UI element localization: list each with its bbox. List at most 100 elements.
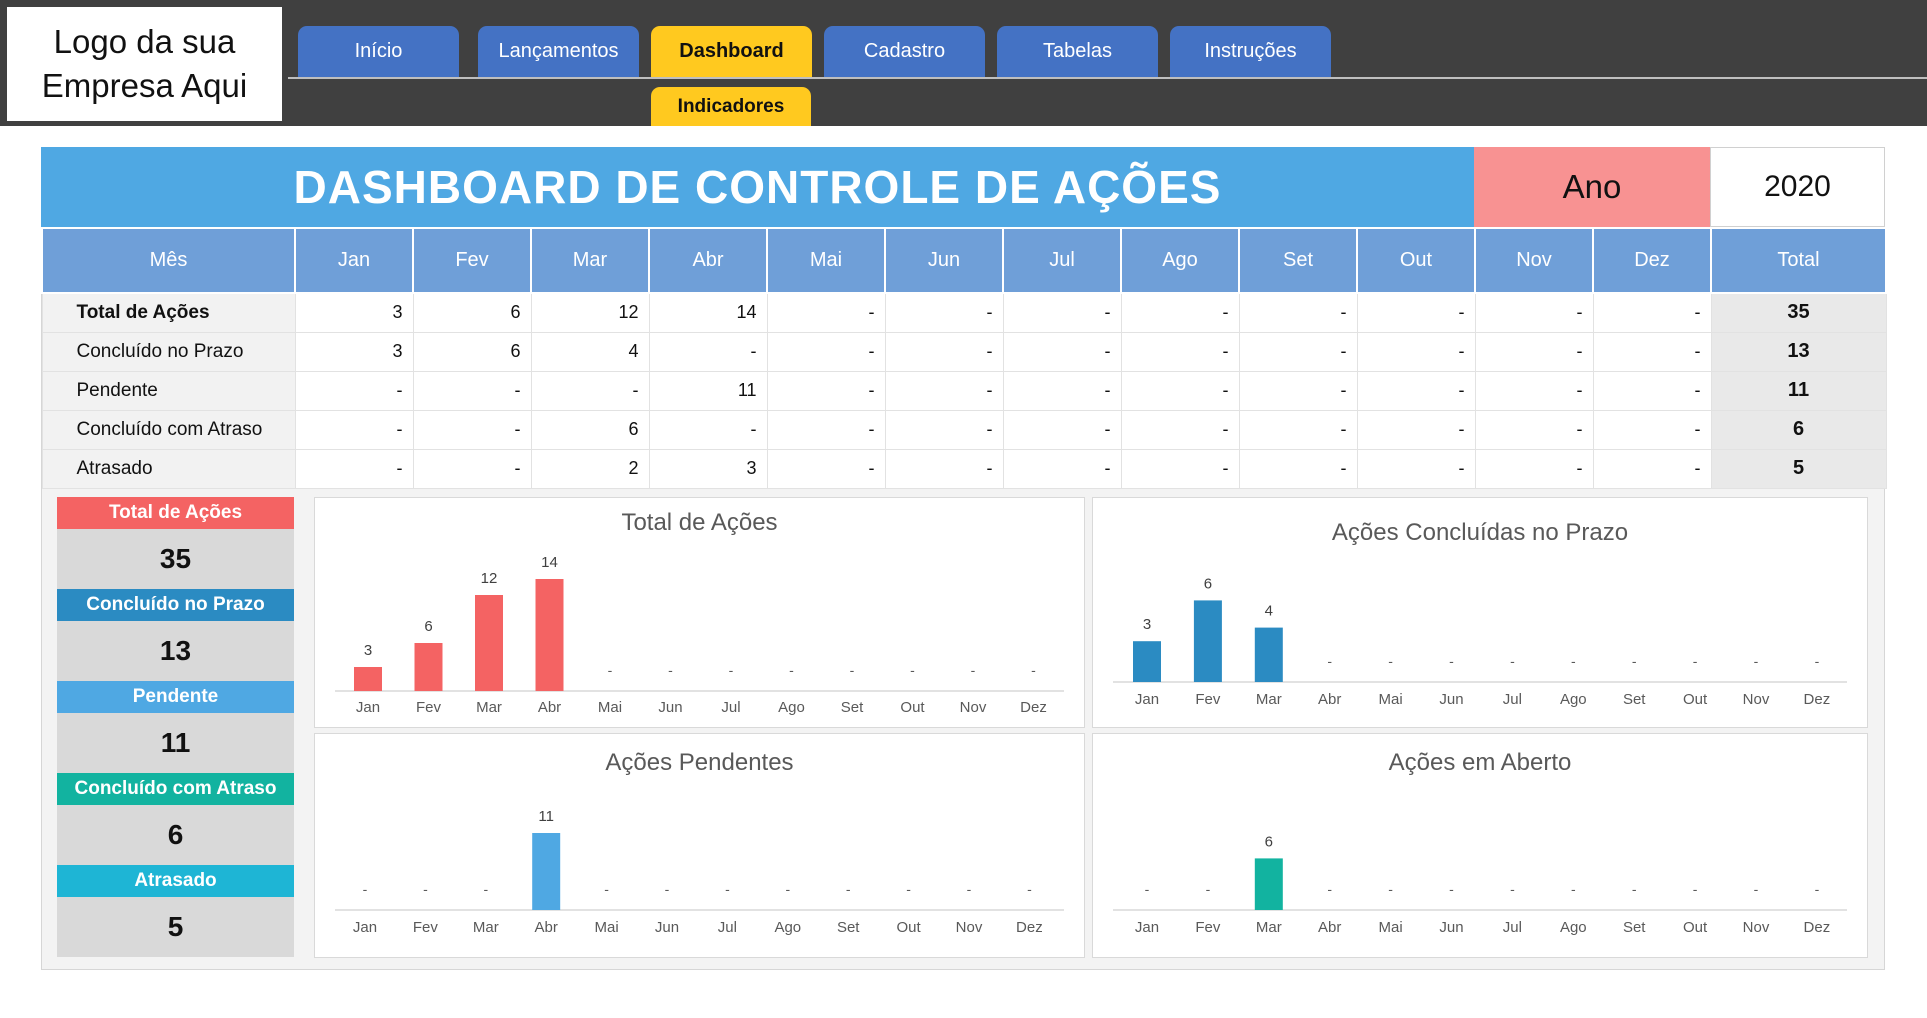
x-tick-label: Abr <box>538 699 561 716</box>
x-tick-label: Mar <box>473 919 499 936</box>
row-label: Atrasado <box>41 448 296 489</box>
data-label: - <box>1571 653 1576 669</box>
data-label: - <box>1449 653 1454 669</box>
year-selector[interactable]: 2020 <box>1710 147 1885 227</box>
column-header-nov: Nov <box>1474 227 1594 294</box>
table-cell: - <box>1238 409 1358 450</box>
x-tick-label: Dez <box>1016 919 1043 936</box>
data-label: - <box>423 881 428 897</box>
data-label: - <box>1754 881 1759 897</box>
data-label: - <box>1510 653 1515 669</box>
column-header-mar: Mar <box>530 227 650 294</box>
table-cell: 14 <box>648 292 768 333</box>
data-label: 6 <box>1204 575 1212 592</box>
x-tick-label: Abr <box>535 919 558 936</box>
chart-acoes-em-aberto: Ações em Aberto - Jan - Fev 6 Mar - Abr - Mai - Jun -… <box>1113 749 1847 936</box>
table-cell: - <box>1356 331 1476 372</box>
chart-panel-concluidas-prazo: Ações Concluídas no Prazo 3 Jan 6 Fev 4 Mar - Ab… <box>1092 497 1868 728</box>
table-cell: - <box>766 331 886 372</box>
data-label: - <box>604 881 609 897</box>
table-cell: - <box>1356 370 1476 411</box>
column-header-mes: Mês <box>41 227 296 294</box>
tab-tabelas[interactable]: Tabelas <box>997 26 1158 77</box>
x-tick-label: Jun <box>1439 919 1463 936</box>
x-tick-label: Fev <box>1195 919 1221 936</box>
x-tick-label: Jan <box>1135 919 1159 936</box>
chart-title: Ações em Aberto <box>1389 749 1572 776</box>
x-tick-label: Nov <box>1743 691 1770 708</box>
chart-panel-em-aberto: Ações em Aberto - Jan - Fev 6 Mar - Abr - Mai - Jun -… <box>1092 733 1868 958</box>
top-navigation-bar: Logo da sua Empresa Aqui Início Lançamen… <box>0 0 1927 126</box>
column-header-mai: Mai <box>766 227 886 294</box>
table-cell: - <box>1592 409 1712 450</box>
table-cell: - <box>294 448 414 489</box>
subtab-indicadores[interactable]: Indicadores <box>651 87 811 126</box>
table-cell: - <box>1238 370 1358 411</box>
table-cell: - <box>294 370 414 411</box>
column-header-jan: Jan <box>294 227 414 294</box>
x-tick-label: Nov <box>1743 919 1770 936</box>
monthly-summary-table: Mês Jan Fev Mar Abr Mai Jun Jul Ago Set Out Nov Dez T… <box>41 227 1887 489</box>
x-tick-label: Mar <box>1256 919 1282 936</box>
data-label: 14 <box>541 554 558 571</box>
kpi-label-concluido-no-prazo: Concluído no Prazo <box>57 589 294 621</box>
data-label: - <box>789 662 794 678</box>
row-total: 6 <box>1710 409 1887 450</box>
data-label: - <box>785 881 790 897</box>
table-cell: - <box>884 370 1004 411</box>
x-tick-label: Fev <box>413 919 439 936</box>
row-total: 5 <box>1710 448 1887 489</box>
table-cell: - <box>648 331 768 372</box>
table-cell: - <box>1474 292 1594 333</box>
x-tick-label: Jun <box>658 699 682 716</box>
table-cell: 6 <box>412 292 532 333</box>
table-row: Pendente - - -11- - - - - - - -11 <box>41 370 1887 411</box>
nav-divider <box>288 77 1927 79</box>
x-tick-label: Abr <box>1318 691 1341 708</box>
table-cell: 2 <box>530 448 650 489</box>
column-header-jun: Jun <box>884 227 1004 294</box>
tab-instrucoes[interactable]: Instruções <box>1170 26 1331 77</box>
table-cell: - <box>412 409 532 450</box>
table-cell: - <box>1238 331 1358 372</box>
chart-acoes-pendentes: Ações Pendentes - Jan - Fev - Mar 11 Abr - Mai - Jun… <box>335 749 1064 936</box>
data-label: - <box>1571 881 1576 897</box>
row-total: 35 <box>1710 292 1887 333</box>
table-cell: 12 <box>530 292 650 333</box>
kpi-value-atrasado: 5 <box>57 897 294 957</box>
data-label: 3 <box>1143 616 1151 633</box>
x-tick-label: Out <box>1683 691 1708 708</box>
x-tick-label: Jul <box>1503 691 1522 708</box>
table-row: Concluído no Prazo 3 6 4- - - - - - - - -13 <box>41 331 1887 372</box>
table-cell: - <box>1002 448 1122 489</box>
tab-inicio[interactable]: Início <box>298 26 459 77</box>
table-cell: - <box>884 292 1004 333</box>
table-cell: - <box>1238 448 1358 489</box>
data-label: - <box>1510 881 1515 897</box>
data-label: - <box>1327 881 1332 897</box>
data-label: - <box>850 662 855 678</box>
bar-jan <box>354 667 382 691</box>
data-label: 3 <box>364 642 372 659</box>
table-cell: - <box>1002 331 1122 372</box>
kpi-value-concluido-no-prazo: 13 <box>57 621 294 681</box>
year-label: Ano <box>1474 147 1710 227</box>
table-cell: - <box>884 448 1004 489</box>
data-label: - <box>1632 881 1637 897</box>
data-label: - <box>1327 653 1332 669</box>
tab-dashboard[interactable]: Dashboard <box>651 26 812 77</box>
x-tick-label: Jan <box>356 699 380 716</box>
x-tick-label: Set <box>837 919 860 936</box>
table-cell: - <box>1592 331 1712 372</box>
x-tick-label: Ago <box>1560 691 1587 708</box>
column-header-dez: Dez <box>1592 227 1712 294</box>
x-tick-label: Fev <box>1195 691 1221 708</box>
x-tick-label: Jun <box>1439 691 1463 708</box>
data-label: - <box>1206 881 1211 897</box>
tab-lancamentos[interactable]: Lançamentos <box>478 26 639 77</box>
x-tick-label: Mai <box>598 699 622 716</box>
data-label: - <box>668 662 673 678</box>
tab-cadastro[interactable]: Cadastro <box>824 26 985 77</box>
data-label: - <box>967 881 972 897</box>
kpi-value-total-de-acoes: 35 <box>57 529 294 589</box>
